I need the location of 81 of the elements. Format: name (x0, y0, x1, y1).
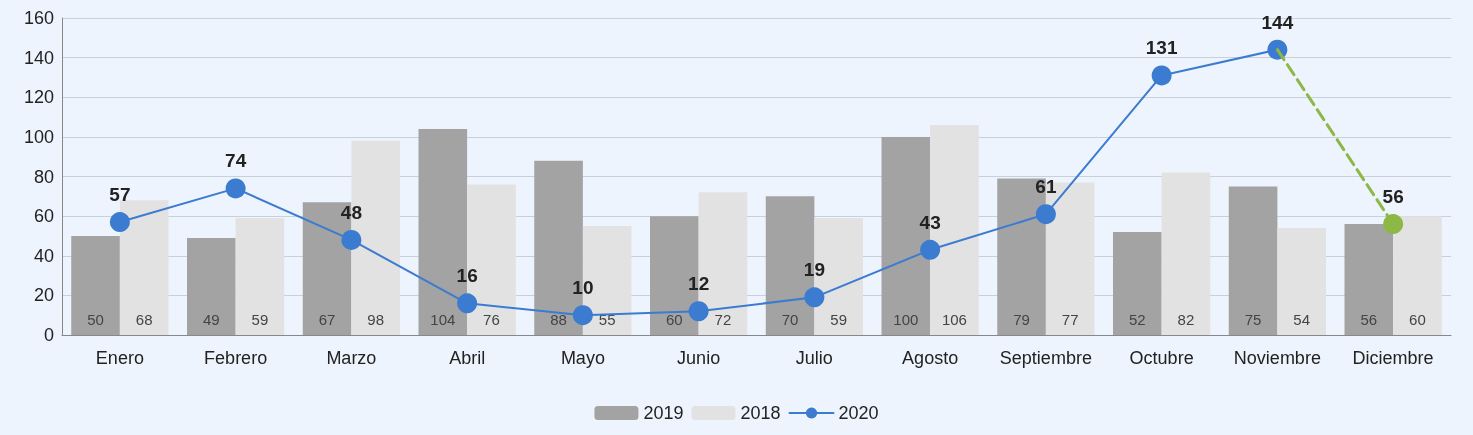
data-label: 88 (550, 311, 567, 328)
data-label: 16 (456, 265, 478, 287)
y-tick-label: 0 (43, 325, 54, 345)
y-tick-label: 140 (23, 47, 54, 68)
point (1035, 204, 1056, 225)
bar (119, 200, 169, 335)
bar (1393, 216, 1442, 335)
data-label: 77 (1061, 311, 1079, 328)
point (572, 305, 593, 326)
data-label: 56 (1382, 186, 1404, 208)
data-label: 68 (135, 311, 153, 328)
bar (1277, 228, 1326, 335)
point (341, 229, 362, 250)
x-tick-label: Enero (95, 348, 144, 368)
data-label: 79 (1013, 311, 1030, 328)
point (457, 293, 478, 314)
data-label: 49 (202, 311, 220, 328)
point (1151, 65, 1172, 86)
y-tick-label: 100 (23, 126, 54, 147)
y-tick-label: 80 (33, 166, 54, 187)
x-tick-label: Marzo (326, 348, 377, 368)
x-tick-label: Febrero (204, 348, 268, 368)
bar (1344, 224, 1394, 335)
point (920, 239, 941, 260)
data-label: 59 (830, 311, 848, 328)
data-label: 50 (87, 311, 104, 328)
y-tick-label: 160 (23, 8, 54, 28)
data-label: 43 (919, 211, 941, 233)
data-label: 10 (572, 277, 594, 299)
x-tick-label: Abril (449, 348, 486, 368)
data-label: 57 (109, 184, 131, 206)
y-tick-label: 120 (23, 87, 54, 108)
data-label: 52 (1128, 311, 1146, 328)
data-label: 59 (251, 311, 269, 328)
data-label: 61 (1035, 176, 1057, 198)
data-label: 106 (941, 311, 967, 328)
x-tick-label: Octubre (1129, 348, 1194, 368)
data-label: 72 (714, 311, 732, 328)
legend-label: 2018 (740, 403, 781, 423)
point (225, 178, 246, 199)
data-label: 131 (1145, 37, 1178, 59)
data-label: 12 (688, 273, 710, 295)
x-tick-label: Diciembre (1352, 348, 1434, 368)
data-label: 56 (1360, 311, 1378, 328)
data-label: 48 (340, 201, 362, 223)
bar (1113, 231, 1162, 335)
bar (71, 235, 120, 335)
data-label: 82 (1177, 311, 1195, 328)
x-tick-label: Septiembre (999, 348, 1092, 368)
data-label: 76 (483, 311, 500, 328)
data-label: 60 (665, 311, 683, 328)
y-tick-label: 40 (33, 245, 54, 266)
y-tick-label: 60 (33, 206, 54, 227)
data-label: 144 (1261, 11, 1294, 33)
bar (1161, 172, 1211, 335)
point (688, 301, 709, 322)
bar (235, 218, 285, 335)
point (109, 212, 130, 233)
data-label: 74 (225, 150, 247, 172)
data-label: 100 (893, 311, 919, 328)
legend-label: 2020 (838, 403, 879, 423)
data-label: 104 (430, 311, 456, 328)
y-tick-label: 20 (33, 285, 54, 306)
point (1383, 214, 1404, 235)
legend-label: 2019 (643, 403, 684, 423)
data-label: 67 (318, 311, 336, 328)
data-label: 60 (1409, 311, 1426, 328)
x-tick-label: Julio (795, 348, 833, 368)
bar (187, 237, 236, 335)
data-label: 54 (1293, 311, 1311, 328)
x-tick-label: Noviembre (1233, 348, 1321, 368)
bar (1228, 186, 1278, 335)
x-tick-label: Junio (677, 348, 721, 368)
data-label: 75 (1244, 311, 1262, 328)
point (804, 287, 825, 308)
data-label: 19 (803, 259, 825, 281)
data-label: 55 (598, 311, 616, 328)
x-tick-label: Agosto (902, 348, 959, 368)
data-label: 70 (781, 311, 799, 328)
data-label: 98 (367, 311, 385, 328)
x-tick-label: Mayo (560, 348, 605, 368)
